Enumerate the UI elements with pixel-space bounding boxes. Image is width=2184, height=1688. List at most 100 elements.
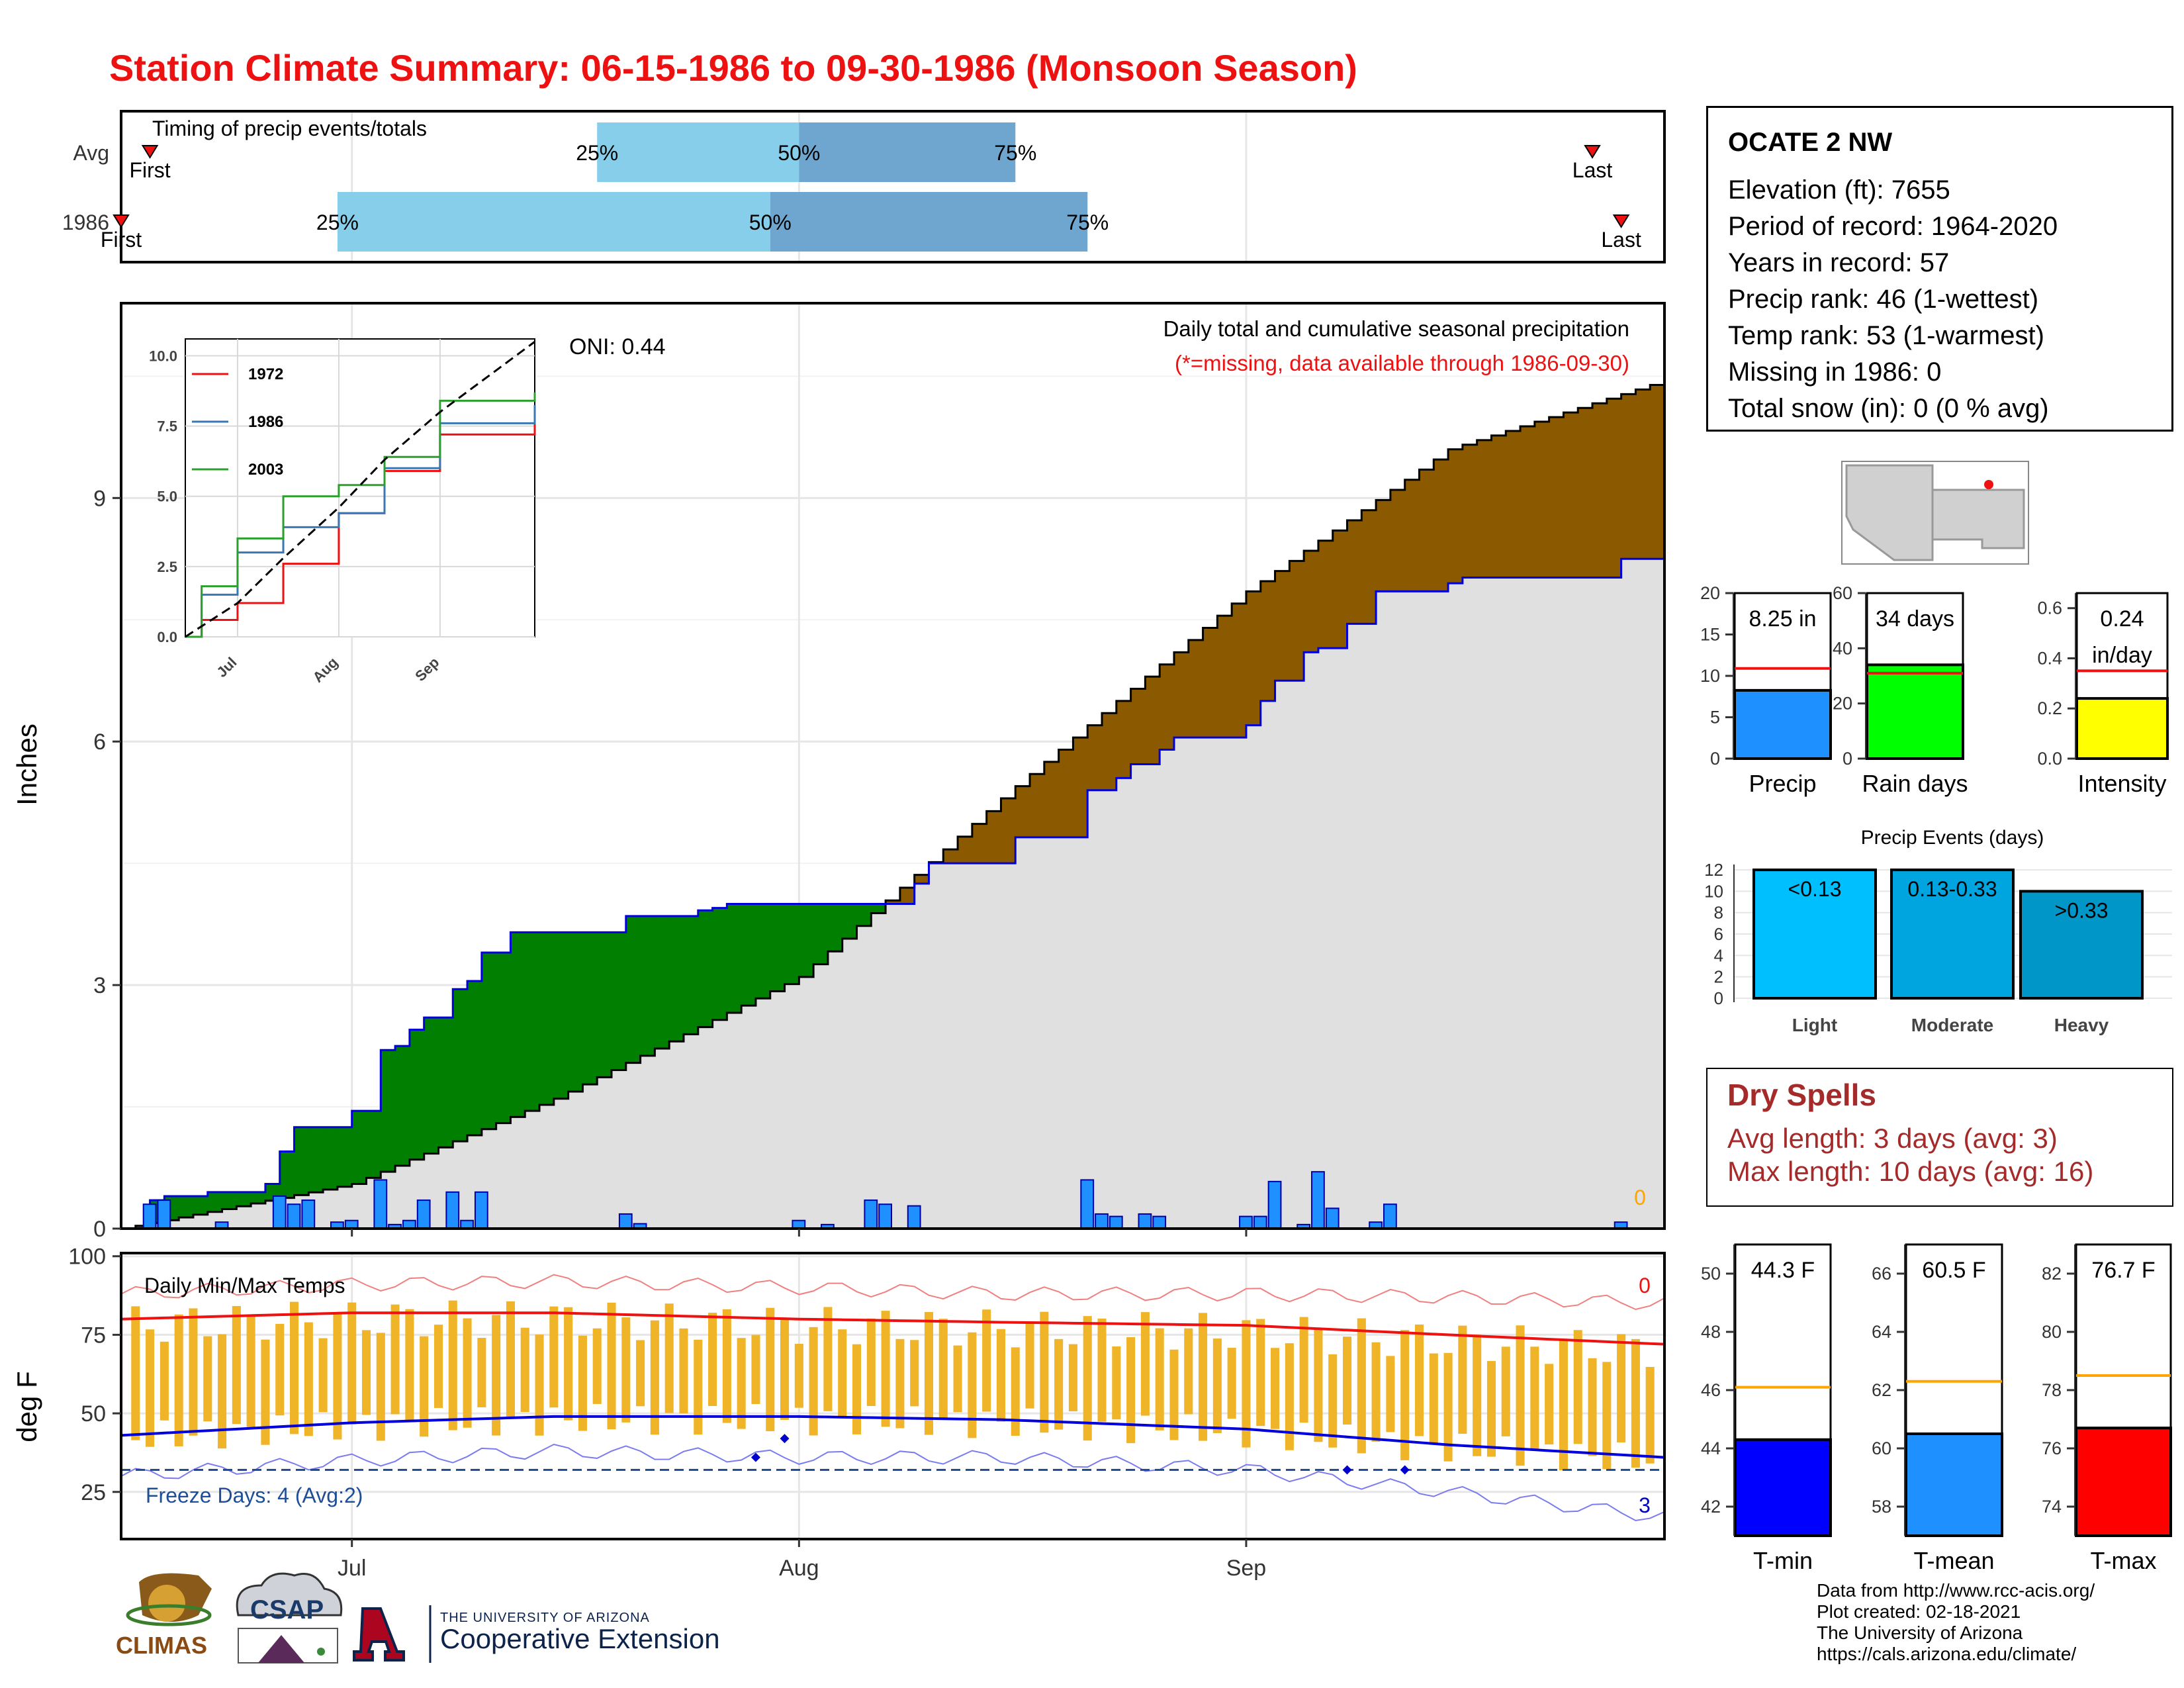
daily-precip-bar: [142, 1203, 157, 1230]
tmean-mini-value-label: 60.5 F: [1922, 1258, 1985, 1283]
surplus-segment: [525, 932, 540, 1111]
daily-precip-bar: [618, 1213, 633, 1229]
daily-precip-bar: [878, 1203, 892, 1230]
svg-text:CLIMAS: CLIMAS: [116, 1632, 207, 1659]
tmean-mini-y-tick-label: 58: [1872, 1497, 1891, 1517]
daily-temp-bar: [607, 1302, 616, 1430]
deficit-segment: [899, 887, 915, 904]
daily-precip-bar: [272, 1195, 287, 1230]
daily-temp-bar: [924, 1312, 934, 1435]
events-bar: [1890, 868, 2015, 1000]
daily-temp-bar: [1155, 1328, 1164, 1430]
deficit-segment: [1477, 440, 1492, 578]
inset-y-tick-label: 2.5: [157, 559, 177, 575]
record-low-line: [120, 1443, 1665, 1522]
surplus-segment: [842, 904, 858, 939]
surplus-segment: [827, 904, 843, 952]
daily-temp-bar: [1184, 1328, 1193, 1415]
daily-temp-bar: [1112, 1346, 1121, 1420]
daily-temp-bar: [910, 1340, 919, 1407]
events-y-tick-label: 4: [1714, 945, 1723, 965]
daily-temp-bar: [376, 1333, 385, 1441]
daily-temp-bar: [1328, 1354, 1338, 1448]
deficit-segment: [1145, 677, 1160, 765]
freeze-day-marker: [1342, 1465, 1352, 1475]
daily-temp-bar: [592, 1328, 602, 1404]
timing-first-marker: [141, 145, 159, 159]
climas-logo: CLIMAS: [116, 1573, 212, 1659]
inset-lines: [185, 341, 536, 638]
daily-precip-bar: [1138, 1213, 1152, 1229]
avg-cumulative-line: [121, 383, 1664, 1230]
daily-temp-bar: [1458, 1325, 1467, 1434]
freeze-day-marker: [1400, 1465, 1410, 1475]
surplus-segment: [755, 904, 771, 999]
events-bar-label: >0.33: [2055, 898, 2109, 922]
daily-temp-bar: [1025, 1323, 1034, 1409]
surplus-segment: [481, 953, 497, 1129]
tmax-mini-y-tick-label: 74: [2042, 1497, 2062, 1517]
tmin-mini-y-tick-label: 46: [1701, 1380, 1721, 1400]
daily-temp-bar: [1559, 1339, 1568, 1471]
daily-temp-bar: [1299, 1317, 1308, 1423]
timing-bar-25-50: [337, 192, 770, 252]
daily-temp-bar: [1602, 1362, 1612, 1470]
timing-row-label: Avg: [73, 141, 109, 165]
daily-temp-bar: [1040, 1311, 1049, 1433]
events-y-tick-label: 0: [1714, 988, 1723, 1008]
daily-temp-bar: [232, 1305, 241, 1425]
surplus-segment: [323, 1127, 338, 1190]
tmax-mini-y-tick-label: 80: [2042, 1322, 2062, 1342]
surplus-segment: [612, 932, 627, 1070]
daily-temp-bar: [1169, 1349, 1179, 1440]
precip-panel: 0 3 6 9 Inches ONI: 0.44 Daily total and cu…: [11, 302, 1666, 1242]
daily-temp-bar: [174, 1314, 183, 1446]
daily-temp-bar: [1097, 1318, 1107, 1422]
precip-note-1: Daily total and cumulative seasonal prec…: [1163, 316, 1629, 341]
daily-temp-bar: [1199, 1313, 1208, 1441]
daily-temp-bar: [694, 1339, 703, 1435]
deficit-segment: [1116, 700, 1132, 778]
daily-temp-bar: [1314, 1330, 1323, 1442]
surplus-segment: [568, 932, 584, 1092]
deficit-segment: [1058, 749, 1074, 837]
raindays-mini-y-tick-label: 0: [1843, 749, 1852, 769]
surplus-segment: [337, 1127, 353, 1187]
timing-p25-label: 25%: [316, 211, 359, 234]
surplus-segment: [712, 908, 727, 1020]
raindays-mini-bar: [1866, 663, 1964, 760]
inset-legend: 1972 1986 2003: [192, 365, 283, 479]
tmax-mini-bar: [2075, 1427, 2172, 1537]
inset-y-tick-label: 7.5: [157, 418, 177, 435]
daily-temp-bar: [492, 1315, 501, 1436]
surplus-segment: [193, 1196, 208, 1215]
daily-precip-bar: [373, 1179, 388, 1229]
station-line: Elevation (ft): 7655: [1728, 175, 1950, 205]
tmax-mini-y-tick-label: 78: [2042, 1380, 2062, 1400]
deficit-segment: [1203, 628, 1218, 738]
surplus-segment: [770, 904, 786, 992]
surplus-segment: [222, 1192, 237, 1209]
temp-top-count: 0: [1639, 1274, 1651, 1297]
tmean-mini-label: T-mean: [1913, 1547, 1994, 1574]
tmin-mini-label: T-min: [1753, 1547, 1813, 1574]
credit-line: https://cals.arizona.edu/climate/: [1817, 1644, 2077, 1664]
precip-mini-y-tick-label: 15: [1700, 625, 1720, 645]
surplus-segment: [236, 1192, 251, 1207]
daily-precip-bar: [474, 1191, 488, 1230]
precip-y-tick-label: 6: [93, 729, 106, 755]
daily-temp-bar: [1443, 1352, 1453, 1462]
timing-p50-label: 50%: [749, 211, 792, 234]
tmin-mini-value-label: 44.3 F: [1751, 1258, 1815, 1283]
daily-temp-bar: [289, 1301, 299, 1434]
temp-panel: 25 50 75 100 Jul Aug Sep deg F Daily Min/Max …: [11, 1244, 1666, 1581]
surplus-segment: [179, 1196, 194, 1218]
timing-bar-50-75: [799, 122, 1016, 182]
inset-legend-label: 1986: [248, 413, 283, 431]
deficit-segment: [1044, 761, 1060, 837]
daily-temp-bar: [390, 1304, 400, 1415]
daily-precip-bar: [1267, 1180, 1282, 1229]
station-line: Temp rank: 53 (1-warmest): [1728, 321, 2044, 350]
intensity-mini-y-tick-label: 0.2: [2037, 698, 2062, 718]
timing-first-marker: [113, 214, 130, 228]
